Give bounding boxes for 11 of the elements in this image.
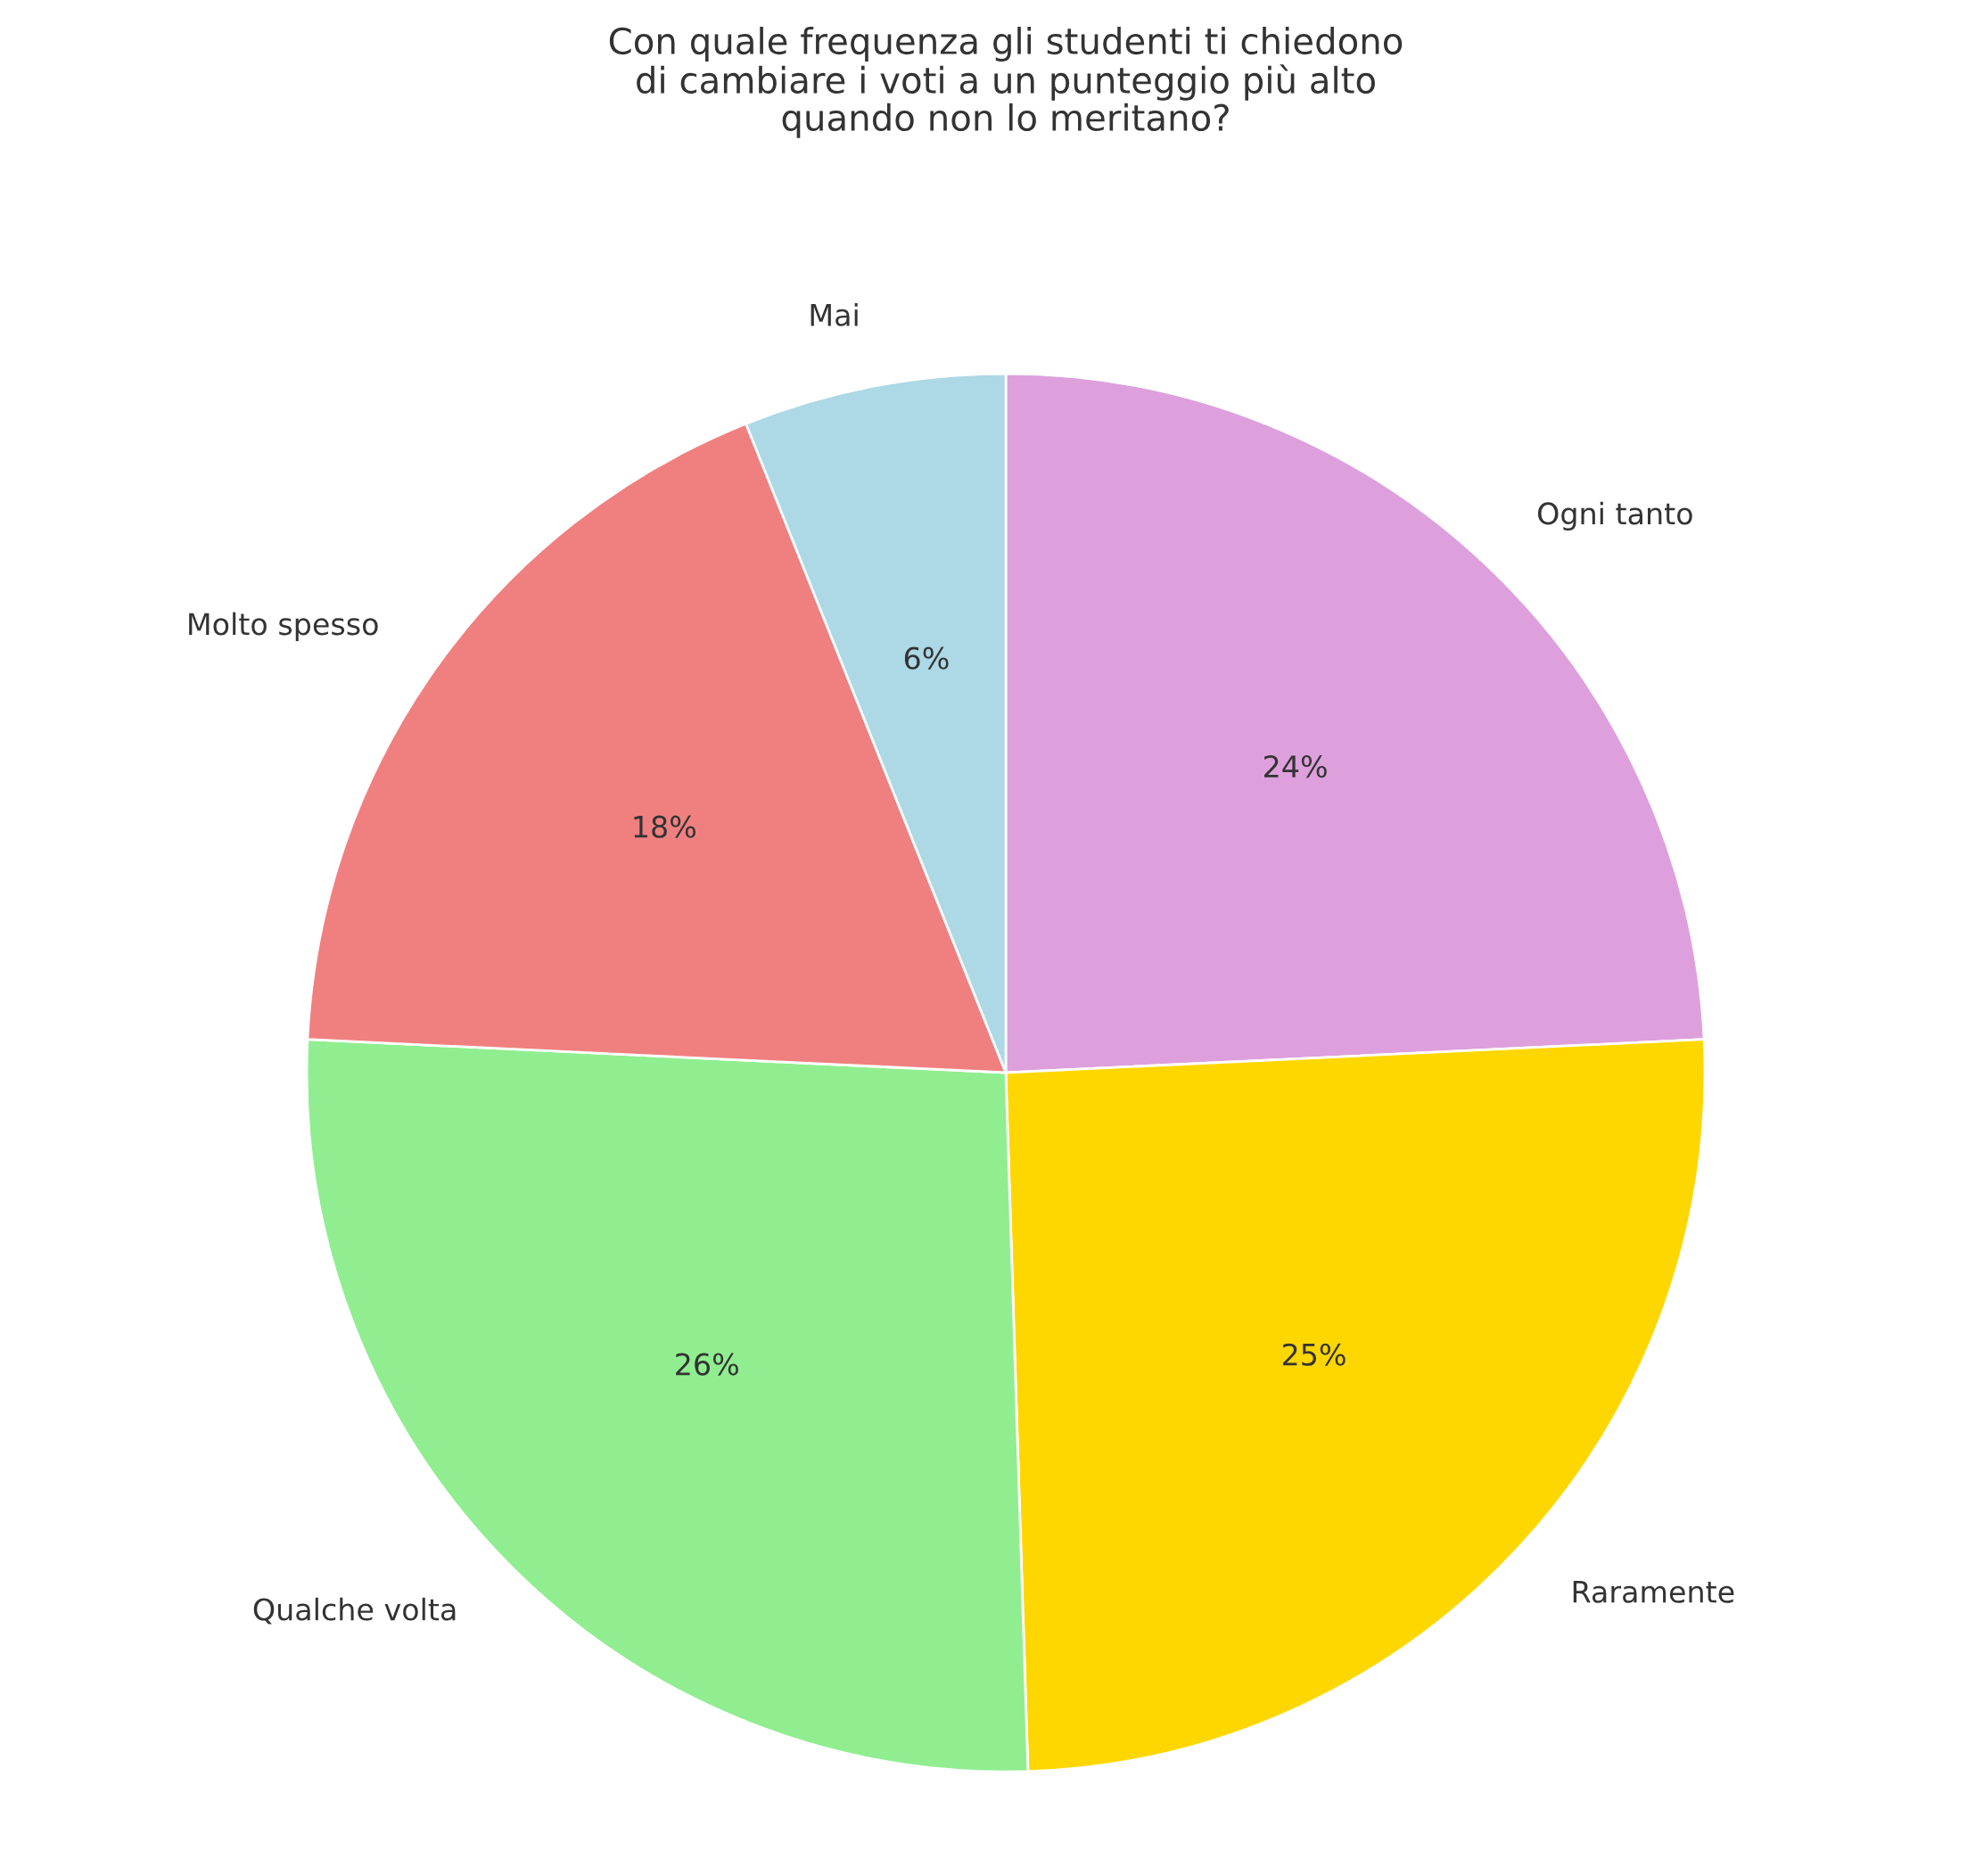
data-label: 6% [904,646,949,670]
slice-label: Qualche volta [253,1597,456,1625]
slice-label: Mai [811,303,858,326]
data-label: 24% [1264,755,1327,778]
data-label: 26% [676,1353,738,1376]
data-label: 18% [634,815,696,838]
data-label: 25% [1282,1343,1346,1366]
slice-label: Molto spesso [189,612,378,641]
chart-title: Con quale frequenza gli studenti ti chiedono di cambiare i voti a un punteggio più alto quando non lo meritano? [609,27,1403,138]
slice-label: Ogni tanto [1537,501,1692,531]
slice-label: Raramente [1573,1581,1734,1603]
